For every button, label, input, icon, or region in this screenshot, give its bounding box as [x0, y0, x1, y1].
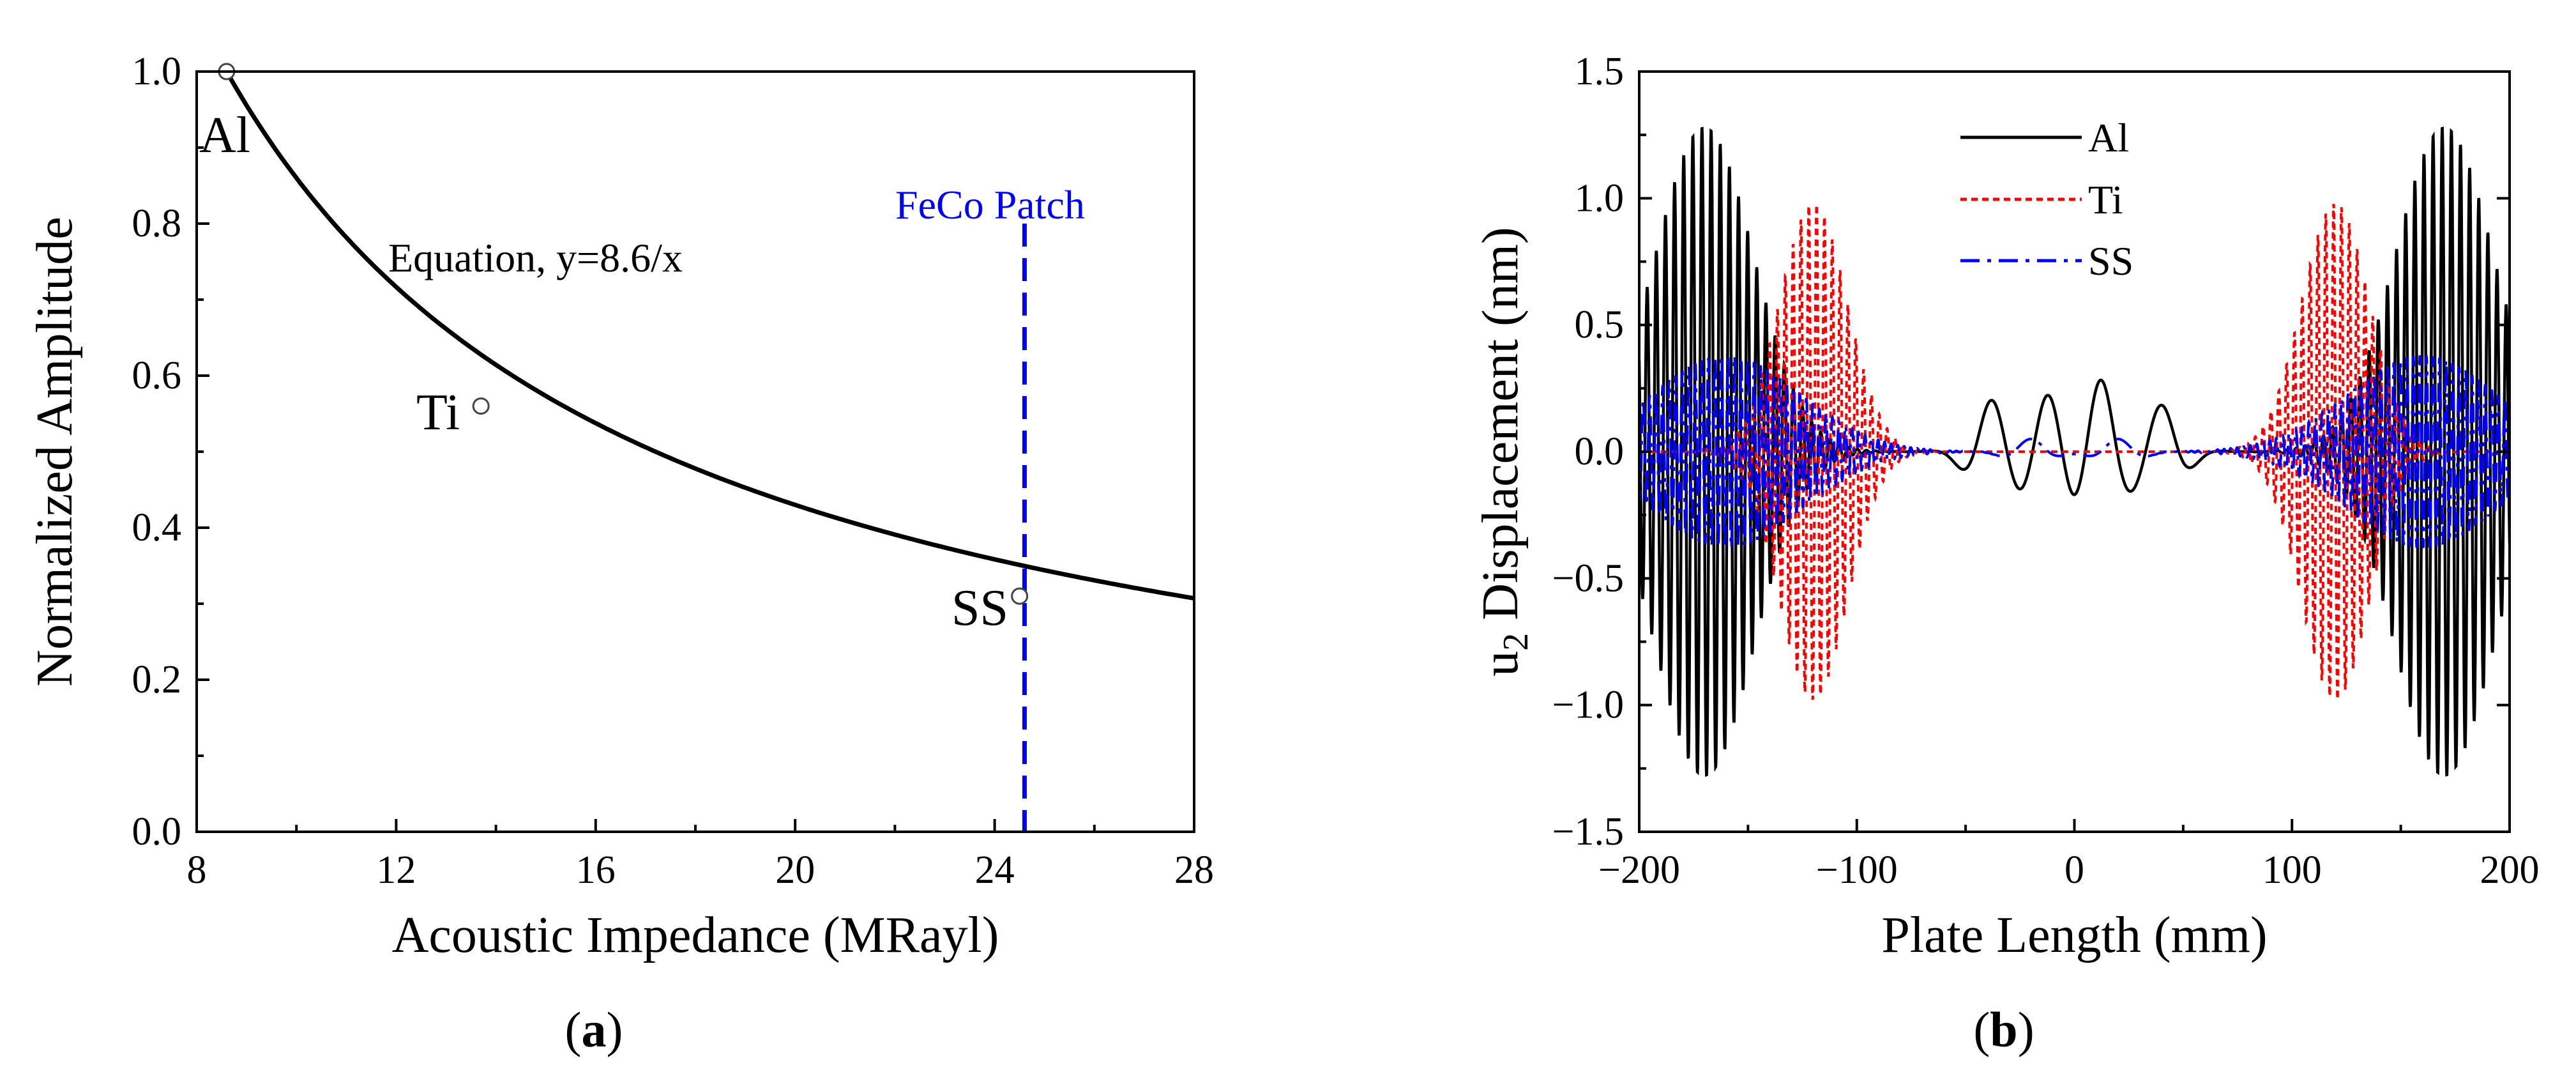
a-xtick-label: 16: [576, 848, 616, 892]
a-ytick-label: 0.0: [132, 810, 182, 854]
a-curve-label: Equation, y=8.6/x: [388, 235, 683, 280]
b-legend-label-ti: Ti: [2088, 177, 2123, 222]
b-xtick-label: −100: [1816, 848, 1898, 892]
a-curve-group: [224, 70, 1195, 601]
a-caption-letter: a: [582, 1002, 607, 1057]
a-ytick-label: 0.8: [132, 202, 182, 245]
b-xtick-label: 0: [2065, 848, 2084, 892]
a-caption-open: (: [565, 1002, 582, 1057]
a-ytick-label: 0.4: [132, 506, 182, 549]
b-caption-letter: b: [1990, 1002, 2017, 1057]
a-point-ss: [1011, 587, 1029, 605]
b-xtick-label: 100: [2262, 848, 2322, 892]
b-legend: Al Ti SS: [1960, 115, 2133, 284]
a-point-ti: [472, 397, 490, 415]
b-series-ti: [1639, 203, 2510, 700]
b-ytick-label: −1.0: [1552, 684, 1624, 727]
a-points-group: [218, 63, 1029, 605]
b-legend-label-ss: SS: [2088, 238, 2133, 284]
a-caption: (a): [565, 1002, 623, 1057]
a-ytick-label: 0.2: [132, 658, 182, 701]
b-x-axis-label: Plate Length (mm): [1881, 907, 2267, 963]
b-ytick-label: 1.0: [1575, 176, 1625, 220]
b-series-ss: [1639, 355, 2510, 548]
b-ylabel-rest: Displacement (nm): [1473, 227, 1529, 632]
a-ticks-group: 8 12 16 20 24 28 0.0 0.2 0.4 0.6 0.8 1.0: [132, 50, 1215, 892]
a-x-axis-label: Acoustic Impedance (MRayl): [392, 907, 999, 963]
a-ytick-label: 1.0: [132, 50, 182, 93]
a-y-axis-label: Normalized Amplitude: [27, 217, 83, 686]
b-ylabel-sub: 2: [1496, 633, 1536, 651]
b-ytick-label: −0.5: [1552, 556, 1624, 600]
b-ticks-group: −200 −100 0 100 200 −1.5 −1.0 −0.5 0.0 0.5 1.0 1.5: [1552, 50, 2540, 892]
b-caption-open: (: [1973, 1002, 1990, 1057]
panel-b: −200 −100 0 100 200−1.5−1.0−0.50.00.51.01.5 …: [1473, 50, 2540, 1057]
a-ytick-label: 0.6: [132, 354, 182, 397]
a-label-ti: Ti: [416, 385, 460, 441]
a-plot-frame: [195, 70, 1195, 833]
a-label-ss: SS: [951, 580, 1008, 636]
b-legend-label-al: Al: [2088, 115, 2129, 160]
a-fit-curve: [224, 70, 1195, 601]
b-plot-frame: [1638, 70, 2511, 833]
b-caption-close: ): [2018, 1002, 2034, 1057]
b-ylabel-u: u: [1473, 651, 1529, 677]
b-series-group: [1639, 126, 2510, 777]
b-ytick-label: 0.5: [1575, 303, 1625, 347]
panel-a: 8 12 16 20 24 28 0.0 0.2 0.4 0.6 0.8 1.0 Al Ti SS E…: [27, 50, 1214, 1057]
b-xtick-label: −200: [1598, 848, 1680, 892]
b-caption: (b): [1973, 1002, 2034, 1057]
b-xtick-label: 200: [2480, 848, 2540, 892]
a-xtick-label: 20: [775, 848, 815, 892]
b-y-axis-label: u2 Displacement (nm): [1473, 227, 1536, 676]
a-xtick-label: 28: [1174, 848, 1214, 892]
a-caption-close: ): [607, 1002, 623, 1057]
a-xtick-label: 24: [975, 848, 1015, 892]
a-label-al: Al: [199, 107, 250, 164]
a-xtick-label: 12: [376, 848, 416, 892]
b-ytick-label: −1.5: [1552, 810, 1624, 854]
a-xtick-label: 8: [187, 848, 207, 892]
b-ytick-label: 1.5: [1575, 50, 1625, 93]
a-feco-label: FeCo Patch: [895, 182, 1085, 227]
b-ytick-label: 0.0: [1575, 430, 1625, 473]
